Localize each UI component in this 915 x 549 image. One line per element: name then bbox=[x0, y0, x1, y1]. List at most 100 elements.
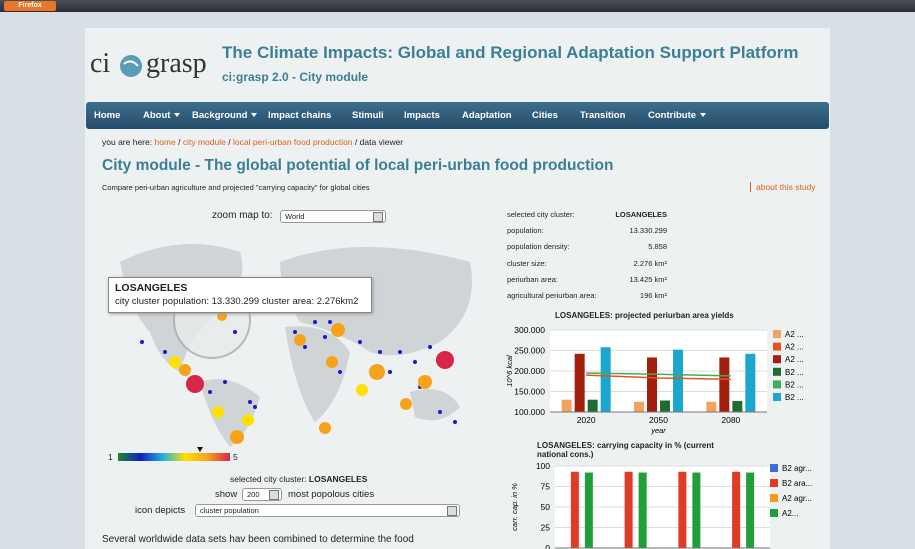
scale-max: 5 bbox=[233, 452, 238, 462]
bar bbox=[732, 401, 742, 412]
info-value: 2.276 km² bbox=[634, 259, 667, 268]
separator: / bbox=[178, 137, 180, 147]
separator: / bbox=[355, 137, 357, 147]
nav-item[interactable]: Transition bbox=[580, 110, 625, 121]
breadcrumb-prefix: you are here: bbox=[102, 137, 152, 147]
legend-swatch bbox=[770, 494, 778, 502]
y-tick-label: 100 bbox=[536, 461, 550, 471]
legend-label: B2 ... bbox=[785, 393, 804, 402]
bar bbox=[575, 354, 585, 412]
firefox-button[interactable]: Firefox bbox=[4, 1, 56, 11]
info-value: LOSANGELES bbox=[615, 210, 667, 219]
scale-marker bbox=[197, 447, 203, 452]
y-tick-label: 150.000 bbox=[514, 387, 545, 397]
bar bbox=[588, 400, 598, 412]
nav-item[interactable]: Adaptation bbox=[462, 110, 512, 121]
y-axis-label: 10^6 kcal bbox=[505, 355, 514, 387]
chart-title: LOSANGELES: projected periurban area yie… bbox=[555, 311, 734, 320]
color-scale bbox=[118, 453, 230, 461]
scale-min: 1 bbox=[108, 452, 113, 462]
legend-label: A2 agr... bbox=[782, 494, 812, 503]
bar bbox=[746, 473, 754, 548]
info-label: selected city cluster: bbox=[507, 210, 575, 219]
y-tick-label: 100.000 bbox=[514, 407, 545, 417]
legend-label: A2 ... bbox=[785, 343, 804, 352]
legend-label: A2 ... bbox=[785, 330, 804, 339]
intro: Compare peri-urban agriculture and proje… bbox=[102, 183, 370, 192]
icon-select[interactable]: cluster population bbox=[195, 504, 460, 517]
nav-label: Background bbox=[192, 110, 247, 121]
legend-swatch bbox=[770, 479, 778, 487]
legend-label: A2 ... bbox=[785, 355, 804, 364]
logo-ci: ci bbox=[90, 48, 110, 80]
logo-grasp: grasp bbox=[146, 48, 207, 80]
show-select[interactable]: 200 bbox=[242, 488, 282, 501]
breadcrumb: you are here: home / city module / local… bbox=[102, 137, 403, 147]
nav-item[interactable]: Home bbox=[94, 110, 120, 121]
legend-swatch bbox=[773, 393, 781, 401]
legend-label: B2 ... bbox=[785, 380, 804, 389]
zoom-value: World bbox=[285, 212, 304, 221]
logo-globe bbox=[118, 52, 144, 78]
legend-swatch bbox=[770, 509, 778, 517]
breadcrumb-link[interactable]: city module bbox=[183, 137, 226, 147]
selected-label: selected city cluster: bbox=[230, 474, 307, 484]
info-label: cluster size: bbox=[507, 259, 547, 268]
nav-item[interactable]: About bbox=[143, 110, 180, 121]
yield-chart: 100.000150.000200.000250.000300.00010^6 … bbox=[500, 320, 830, 440]
x-axis-label: year bbox=[650, 426, 666, 435]
page-heading: City module - The global potential of lo… bbox=[102, 157, 614, 175]
legend-swatch bbox=[773, 355, 781, 363]
body-text: Several worldwide data sets hav been com… bbox=[102, 534, 414, 545]
page: Firefox ci grasp The Climate Impacts: Gl… bbox=[0, 0, 915, 549]
world-map bbox=[100, 222, 480, 454]
bar bbox=[692, 473, 700, 548]
y-axis-label: carr. cap. in % bbox=[510, 483, 519, 531]
legend-label: B2 agr... bbox=[782, 464, 812, 473]
x-tick-label: 2020 bbox=[577, 415, 596, 425]
icon-value: cluster population bbox=[200, 506, 259, 515]
x-tick-label: 2050 bbox=[649, 415, 668, 425]
show-suffix: most popolous cities bbox=[288, 489, 374, 500]
legend-label: A2... bbox=[782, 509, 798, 518]
y-tick-label: 25 bbox=[541, 523, 551, 533]
show-value: 200 bbox=[247, 490, 260, 499]
legend-swatch bbox=[773, 368, 781, 376]
breadcrumb-link[interactable]: local peri-urban food production bbox=[233, 137, 353, 147]
info-value: 13.330.299 bbox=[629, 226, 667, 235]
y-tick-label: 75 bbox=[541, 482, 551, 492]
bar bbox=[647, 357, 657, 412]
map-tooltip: LOSANGELES city cluster population: 13.3… bbox=[108, 277, 372, 313]
site-title: The Climate Impacts: Global and Regional… bbox=[222, 43, 798, 63]
bar bbox=[571, 472, 579, 548]
info-label: periurban area: bbox=[507, 275, 558, 284]
info-value: 13.425 km² bbox=[629, 275, 667, 284]
legend-swatch bbox=[773, 380, 781, 388]
y-tick-label: 50 bbox=[541, 502, 551, 512]
zoom-label: zoom map to: bbox=[212, 210, 273, 221]
bar bbox=[562, 400, 572, 412]
bar bbox=[706, 402, 716, 412]
tooltip-title: LOSANGELES bbox=[115, 282, 187, 294]
legend-swatch bbox=[773, 343, 781, 351]
nav-item[interactable]: Stimuli bbox=[352, 110, 384, 121]
bar bbox=[678, 472, 686, 548]
site-subtitle: ci:grasp 2.0 - City module bbox=[222, 70, 368, 84]
selected-cluster: selected city cluster: LOSANGELES bbox=[230, 474, 367, 484]
nav-bar: Home About Background Impact chains Stim… bbox=[86, 102, 829, 129]
nav-item[interactable]: Contribute bbox=[648, 110, 706, 121]
nav-item[interactable]: Cities bbox=[532, 110, 558, 121]
nav-item[interactable]: Impact chains bbox=[268, 110, 331, 121]
tooltip-text: city cluster population: 13.330.299 clus… bbox=[115, 296, 358, 307]
separator: / bbox=[228, 137, 230, 147]
breadcrumb-link[interactable]: home bbox=[154, 137, 175, 147]
nav-item[interactable]: Background bbox=[192, 110, 257, 121]
nav-item[interactable]: Impacts bbox=[404, 110, 440, 121]
y-tick-label: 200.000 bbox=[514, 366, 545, 376]
info-value: 196 km² bbox=[640, 291, 667, 300]
about-link[interactable]: about this study bbox=[750, 182, 816, 192]
bar bbox=[634, 402, 644, 412]
bar bbox=[601, 347, 611, 412]
info-label: population density: bbox=[507, 242, 570, 251]
